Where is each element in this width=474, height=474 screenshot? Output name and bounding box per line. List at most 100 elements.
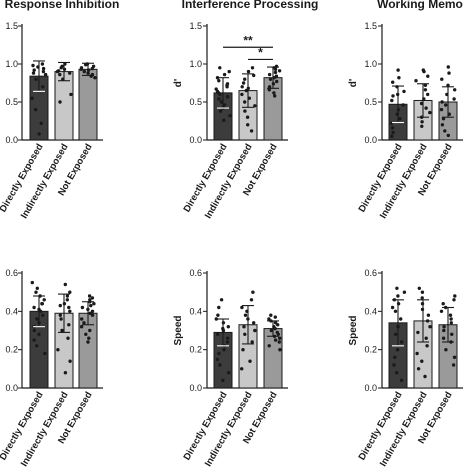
category-label: Directly Exposed (0, 390, 46, 462)
data-point (216, 332, 220, 336)
data-point (248, 359, 252, 363)
significance-label: ** (243, 33, 253, 47)
data-point (441, 302, 445, 306)
data-point (58, 100, 62, 104)
data-point (243, 313, 248, 317)
data-point (396, 68, 400, 72)
data-point (65, 294, 70, 298)
data-point (426, 92, 430, 97)
data-point (393, 309, 398, 313)
data-point (273, 315, 277, 319)
data-point (243, 109, 247, 113)
data-point (440, 123, 445, 127)
data-point (218, 363, 222, 367)
category-label: Directly Exposed (357, 142, 405, 214)
data-point (228, 114, 232, 118)
data-point (416, 330, 420, 335)
y-tick-label: 0.6 (5, 268, 18, 278)
data-point (217, 351, 221, 356)
data-point (402, 290, 407, 294)
data-point (251, 290, 255, 294)
data-point (425, 319, 430, 323)
data-point (453, 294, 457, 298)
data-point (63, 282, 67, 287)
data-point (59, 66, 63, 70)
data-point (276, 323, 280, 327)
data-point (273, 70, 278, 75)
y-tick-label: 0.2 (5, 345, 18, 355)
data-point (391, 130, 395, 135)
data-point (243, 332, 247, 336)
category-label: Directly Exposed (182, 390, 230, 462)
data-point (87, 294, 92, 298)
y-tick-label: 0.0 (189, 383, 202, 393)
data-point (246, 69, 251, 74)
data-point (425, 344, 429, 348)
data-point (240, 367, 244, 371)
data-point (249, 129, 254, 133)
data-point (34, 290, 38, 294)
data-point (441, 336, 446, 340)
data-point (225, 95, 230, 99)
data-point (68, 359, 72, 363)
data-point (67, 323, 71, 327)
data-point (253, 104, 257, 108)
data-point (58, 303, 62, 308)
data-point (441, 117, 446, 121)
data-point (32, 328, 36, 333)
data-point (401, 103, 405, 107)
data-point (276, 332, 280, 336)
data-point (443, 129, 447, 133)
data-point (219, 298, 224, 302)
y-tick-label: 0.2 (364, 345, 377, 355)
data-point (41, 66, 46, 71)
data-point (67, 305, 71, 310)
data-point (272, 91, 276, 95)
y-tick-label: 1.0 (5, 59, 18, 69)
data-point (444, 103, 448, 107)
data-point (40, 302, 44, 306)
data-point (390, 134, 394, 138)
data-point (80, 305, 85, 310)
data-point (423, 88, 428, 92)
data-point (39, 121, 43, 126)
data-point (396, 302, 401, 306)
y-tick-label: 0.6 (189, 268, 202, 278)
data-point (241, 348, 245, 352)
y-tick-label: 0.4 (364, 306, 377, 316)
data-point (245, 115, 250, 119)
data-point (92, 302, 96, 306)
y-tick-label: 0.0 (5, 383, 18, 393)
data-point (84, 63, 88, 67)
data-point (88, 311, 92, 315)
data-point (58, 313, 62, 317)
data-point (43, 351, 47, 356)
data-point (393, 332, 398, 336)
data-point (417, 286, 421, 290)
data-point (423, 374, 427, 379)
panel-title: Working Memo (377, 0, 463, 11)
data-point (87, 336, 91, 340)
data-point (218, 109, 223, 113)
data-point (69, 92, 73, 97)
data-point (453, 88, 457, 92)
data-point (275, 79, 279, 84)
data-point (33, 107, 38, 112)
data-point (267, 72, 272, 77)
data-point (399, 378, 404, 382)
data-point (452, 97, 456, 101)
data-point (84, 332, 88, 336)
data-point (440, 100, 444, 104)
data-point (446, 133, 450, 138)
data-point (273, 94, 277, 98)
data-point (32, 338, 36, 342)
data-point (56, 348, 60, 352)
data-point (241, 81, 246, 85)
y-tick-label: 0.5 (364, 97, 377, 107)
data-point (420, 296, 424, 300)
data-point (390, 305, 395, 310)
panel-title: Response Inhibition (5, 0, 120, 11)
data-point (217, 97, 221, 101)
data-point (420, 124, 424, 128)
data-point (420, 359, 424, 363)
